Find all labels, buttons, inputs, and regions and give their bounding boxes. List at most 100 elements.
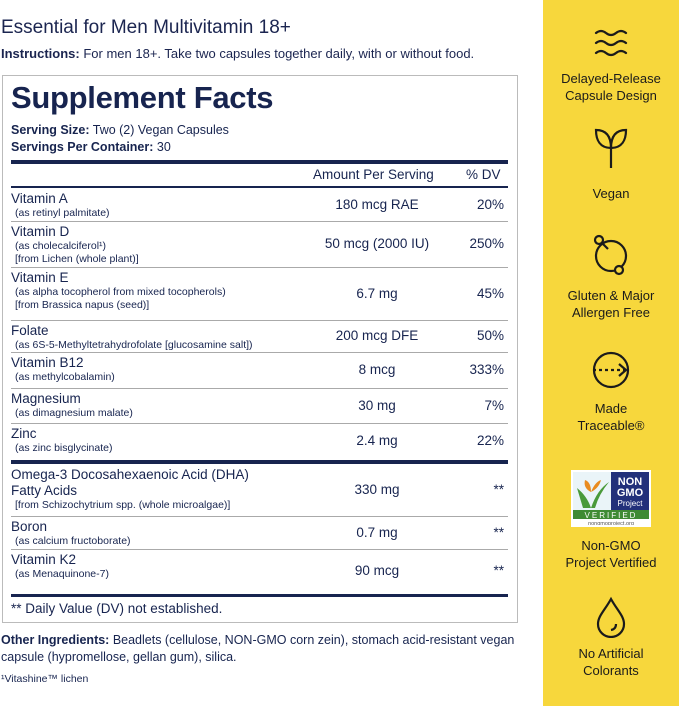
nutrient-name-2: Fatty Acids (11, 483, 78, 498)
features-panel: Delayed-Release Capsule Design Vegan Glut… (543, 0, 679, 706)
instructions-label: Instructions: (1, 46, 80, 61)
nutrient-source: (as cholecalciferol¹) (15, 240, 107, 252)
thick-rule (11, 460, 508, 464)
nutrient-dv: 20% (476, 197, 504, 212)
feature-label: Capsule Design (565, 88, 657, 103)
molecule-icon (589, 232, 633, 285)
nutrient-row: Vitamin E (as alpha tocopherol from mixed… (11, 268, 508, 321)
nutrient-source: (as 6S-5-Methyltetrahydrofolate [glucosa… (15, 339, 253, 351)
nutrient-source: (as dimagnesium malate) (15, 407, 133, 419)
nutrient-dv: ** (493, 482, 504, 497)
other-label: Other Ingredients: (1, 633, 110, 647)
nutrient-row: Omega-3 Docosahexaenoic Acid (DHA) Fatty … (11, 465, 508, 517)
feature-delayed-release: Delayed-Release Capsule Design (543, 70, 679, 104)
droplet-icon (595, 596, 627, 643)
nutrient-source: (as calcium fructoborate) (15, 535, 131, 547)
nutrient-amount: 6.7 mg (356, 286, 398, 301)
feature-gluten-free: Gluten & Major Allergen Free (543, 287, 679, 321)
nutrient-row: Vitamin B12 (as methylcobalamin) 8 mcg 333% (11, 353, 508, 389)
feature-label: Delayed-Release (561, 71, 661, 86)
waves-icon (593, 28, 629, 63)
feature-label: Non-GMO (581, 538, 641, 553)
nutrient-dv: 22% (476, 433, 504, 448)
nutrient-amount: 2.4 mg (356, 433, 398, 448)
header-rule (11, 186, 508, 188)
nutrient-row: Boron (as calcium fructoborate) 0.7 mg ** (11, 517, 508, 550)
feature-label: Colorants (583, 663, 639, 678)
feature-label: No Artificial (578, 646, 644, 661)
feature-label: Traceable® (577, 418, 645, 433)
nutrient-amount: 200 mcg DFE (335, 328, 419, 343)
serving-size-label: Serving Size: (11, 123, 90, 137)
feature-traceable: Made Traceable® (543, 400, 679, 434)
nutrient-amount: 0.7 mg (356, 525, 398, 540)
feature-label: Project Vertified (565, 555, 657, 570)
nutrient-name: Zinc (11, 426, 37, 441)
sprout-icon (594, 126, 628, 175)
nutrient-name: Omega-3 Docosahexaenoic Acid (DHA) (11, 467, 249, 482)
nutrient-name: Magnesium (11, 391, 81, 406)
dv-footnote: ** Daily Value (DV) not established. (11, 601, 223, 616)
nutrient-row: Vitamin D (as cholecalciferol¹) [from Lich… (11, 222, 508, 268)
servings: 30 (153, 140, 171, 154)
nutrient-name: Folate (11, 323, 49, 338)
nutrient-name: Vitamin E (11, 270, 69, 285)
thick-rule (11, 594, 508, 597)
traceable-arrow-icon (589, 350, 633, 395)
feature-vegan: Vegan (543, 185, 679, 202)
supplement-facts-panel: Supplement Facts Serving Size: Two (2) V… (2, 75, 518, 623)
feature-label: Made (594, 401, 628, 416)
nutrient-source: (as zinc bisglycinate) (15, 442, 113, 454)
feature-label: Gluten & Major (567, 288, 655, 303)
facts-heading: Supplement Facts (11, 80, 274, 115)
nutrient-row: Magnesium (as dimagnesium malate) 30 mg 7% (11, 389, 508, 424)
instructions-text: For men 18+. Take two capsules together … (79, 46, 475, 61)
nutrient-name: Vitamin D (11, 224, 70, 239)
nutrient-dv: 250% (469, 236, 504, 251)
nutrient-dv: 333% (469, 362, 504, 377)
nutrient-amount: 180 mcg RAE (335, 197, 419, 212)
nutrient-dv: 50% (476, 328, 504, 343)
other-ingredients: Other Ingredients: Beadlets (cellulose, … (1, 632, 521, 666)
svg-text:VERIFIED: VERIFIED (585, 511, 638, 520)
col-amount: Amount Per Serving (313, 167, 434, 182)
nutrient-amount: 8 mcg (358, 362, 396, 377)
nutrient-row: Zinc (as zinc bisglycinate) 2.4 mg 22% (11, 424, 508, 459)
nutrient-name: Boron (11, 519, 48, 534)
svg-text:nongmoproject.org: nongmoproject.org (588, 521, 634, 525)
instructions: Instructions: For men 18+. Take two caps… (1, 46, 474, 61)
nutrient-dv: 7% (484, 398, 504, 413)
nutrient-source: (as retinyl palmitate) (15, 207, 110, 219)
nutrient-name: Vitamin A (11, 191, 68, 206)
serving-size: Two (2) Vegan Capsules (89, 123, 229, 137)
svg-text:Project: Project (618, 499, 644, 508)
nutrient-source: [from Schizochytrium spp. (whole microal… (15, 499, 231, 511)
non-gmo-badge: NON GMO Project VERIFIED nongmoproject.org (571, 470, 651, 527)
nutrient-dv: 45% (476, 286, 504, 301)
nutrient-amount: 30 mg (358, 398, 396, 413)
nutrient-amount: 330 mg (354, 482, 400, 497)
lichen-footnote: ¹Vitashine™ lichen (1, 673, 89, 685)
servings-label: Servings Per Container: (11, 140, 154, 154)
feature-label: Allergen Free (571, 305, 651, 320)
nutrient-amount: 90 mcg (354, 563, 400, 578)
nutrient-name: Vitamin B12 (11, 355, 84, 370)
nutrient-amount: 50 mcg (2000 IU) (324, 236, 430, 251)
svg-text:GMO: GMO (617, 487, 644, 499)
feature-non-gmo: Non-GMO Project Vertified (543, 537, 679, 571)
nutrient-source: (as methylcobalamin) (15, 371, 115, 383)
nutrient-source: [from Lichen (whole plant)] (15, 253, 139, 265)
nutrient-name: Vitamin K2 (11, 552, 77, 567)
col-dv: % DV (466, 167, 501, 182)
nutrient-dv: ** (493, 525, 504, 540)
feature-label: Vegan (592, 186, 630, 201)
feature-no-colorants: No Artificial Colorants (543, 645, 679, 679)
svg-text:NON: NON (618, 476, 643, 488)
nutrient-source: [from Brassica napus (seed)] (15, 299, 150, 311)
product-title: Essential for Men Multivitamin 18+ (1, 17, 291, 38)
thick-rule (11, 160, 508, 164)
serving-info: Serving Size: Two (2) Vegan Capsules Ser… (11, 122, 229, 156)
nutrient-source: (as Menaquinone-7) (15, 568, 109, 580)
other-text: Beadlets (cellulose, NON-GMO corn zein),… (1, 633, 515, 664)
nutrient-row: Vitamin A (as retinyl palmitate) 180 mcg R… (11, 189, 508, 222)
